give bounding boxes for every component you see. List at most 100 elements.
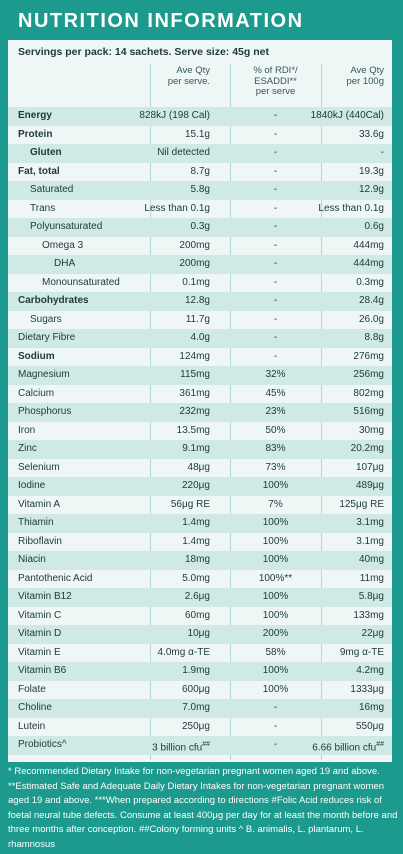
cell-serve: 1.4mg — [182, 533, 210, 552]
cell-serve: 8.7g — [191, 163, 210, 182]
cell-value: 0.3mg — [356, 276, 384, 288]
cell-rdi: 100% — [228, 533, 323, 552]
cell-value: 125μg RE — [339, 498, 384, 510]
cell-value: 30mg — [358, 424, 384, 436]
cell-value: 26.0g — [358, 313, 384, 325]
cell-rdi: 32% — [228, 366, 323, 385]
cell-per100: Less than 0.1g — [318, 200, 384, 219]
nutrient-row: Energy 828kJ (198 Cal) - 1840kJ (440Cal) — [8, 107, 392, 126]
cell-value: 489μg — [355, 480, 384, 491]
cell-rdi: - — [228, 329, 323, 348]
cell-rdi: 83% — [228, 440, 323, 459]
cell-value: 1.9mg — [182, 665, 210, 676]
cell-value: 232mg — [179, 406, 210, 417]
nutrient-name: Iodine — [18, 480, 46, 491]
nutrient-name: Choline — [18, 702, 52, 713]
cell-serve: 4.0mg α-TE — [158, 644, 210, 663]
nutrient-row: Sodium 124mg - 276mg — [8, 348, 392, 367]
nutrient-row: Magnesium 115mg 32% 256mg — [8, 366, 392, 385]
cell-value: 7% — [268, 498, 283, 510]
nutrient-name: Vitamin D — [18, 628, 62, 639]
footnote: ***When prepared according to directions — [94, 795, 269, 806]
cell-serve: 124mg — [179, 348, 210, 367]
cell-per100: 0.6g — [365, 218, 384, 237]
cell-rdi: - — [228, 218, 323, 237]
cell-rdi: 100% — [228, 588, 323, 607]
nutrient-row: Lutein 250μg - 550μg — [8, 718, 392, 737]
cell-value: - — [273, 239, 278, 251]
cell-value: - — [273, 295, 278, 306]
nutrient-name: Riboflavin — [18, 535, 62, 547]
cell-serve: 115mg — [180, 366, 210, 385]
cell-rdi: 50% — [228, 422, 323, 441]
cell-value: 361mg — [179, 387, 210, 399]
cell-value: 9mg α-TE — [339, 646, 384, 658]
nutrient-row: Vitamin B6 1.9mg 100% 4.2mg — [8, 662, 392, 681]
footnote: ^ B. animalis, L. plantarum, L. rhamnosu… — [8, 824, 364, 850]
nutrient-row: Calcium 361mg 45% 802mg — [8, 385, 392, 404]
nutrient-row: Carbohydrates 12.8g - 28.4g — [8, 292, 392, 311]
cell-per100: 8.8g — [365, 329, 384, 348]
nutrient-name: Sodium — [18, 350, 55, 362]
cell-per100: 28.4g — [359, 292, 384, 311]
cell-per100: 550μg — [356, 718, 384, 737]
cell-value: - — [273, 313, 278, 325]
nutrient-row: Iodine 220μg 100% 489μg — [8, 477, 392, 496]
nutrient-name: Omega 3 — [42, 239, 84, 251]
cell-serve: 1.4mg — [182, 514, 210, 533]
cell-rdi: - — [228, 200, 323, 219]
cell-serve: 0.1mg — [182, 274, 210, 293]
cell-value: 115mg — [180, 369, 210, 380]
nutrient-name: Pantothenic Acid — [18, 572, 93, 584]
cell-value: - — [273, 128, 278, 140]
cell-value: 4.0g — [190, 332, 210, 343]
cell-per100: 444mg — [353, 255, 384, 274]
cell-value: 256mg — [353, 369, 384, 380]
cell-serve: Nil detected — [157, 144, 210, 163]
cell-serve: 5.0mg — [182, 570, 210, 589]
cell-value: 516mg — [353, 406, 384, 417]
cell-serve: 5.8g — [191, 181, 210, 200]
cell-rdi: 100%** — [228, 570, 323, 589]
cell-per100: 33.6g — [359, 126, 384, 145]
cell-per100: 0.3mg — [356, 274, 384, 293]
nutrient-row: Folate 600μg 100% 1333μg — [8, 681, 392, 700]
nutrient-name: Saturated — [30, 184, 74, 195]
cell-rdi: 100% — [228, 662, 323, 681]
cell-value: 73% — [265, 461, 286, 473]
cell-rdi: - — [228, 181, 323, 200]
cell-value: 100% — [262, 665, 289, 676]
cell-serve: 7.0mg — [182, 699, 210, 718]
cell-value: - — [273, 110, 278, 121]
cell-value: Nil detected — [157, 147, 210, 158]
cell-value: 11.7g — [185, 313, 210, 325]
cell-value: 8.8g — [364, 332, 384, 343]
nutrient-name: Vitamin B6 — [18, 665, 67, 676]
footnotes: * Recommended Dietary Intake for non-veg… — [8, 765, 398, 852]
cell-serve: 9.1mg — [182, 440, 210, 459]
cell-value: 4.0mg α-TE — [157, 646, 210, 658]
column-header: % of RDI*/ESADDI** per serve — [228, 65, 323, 98]
cell-per100: 9mg α-TE — [340, 644, 384, 663]
nutrient-row: Vitamin C 60mg 100% 133mg — [8, 607, 392, 626]
cell-serve: Less than 0.1g — [144, 200, 210, 219]
cell-rdi: 100% — [228, 477, 323, 496]
cell-value: - — [273, 165, 278, 177]
cell-value: 3.1mg — [356, 535, 384, 547]
cell-value: 828kJ (198 Cal) — [139, 110, 210, 121]
cell-value: - — [273, 276, 278, 288]
cell-rdi: - — [228, 237, 323, 256]
nutrient-row: Iron 13.5mg 50% 30mg — [8, 422, 392, 441]
cell-value: 133mg — [353, 609, 384, 621]
nutrient-name: Vitamin C — [18, 609, 62, 621]
cell-value: 3.1mg — [356, 517, 384, 528]
cell-serve: 12.8g — [185, 292, 210, 311]
cell-value: 550μg — [355, 720, 384, 732]
nutrient-row: Selenium 48μg 73% 107μg — [8, 459, 392, 478]
cell-serve: 56μg RE — [171, 496, 210, 515]
cell-sup: ## — [202, 741, 210, 748]
cell-per100: 489μg — [356, 477, 384, 496]
cell-per100: 12.9g — [359, 181, 384, 200]
cell-value: 444mg — [353, 258, 384, 269]
cell-value: - — [273, 258, 278, 269]
